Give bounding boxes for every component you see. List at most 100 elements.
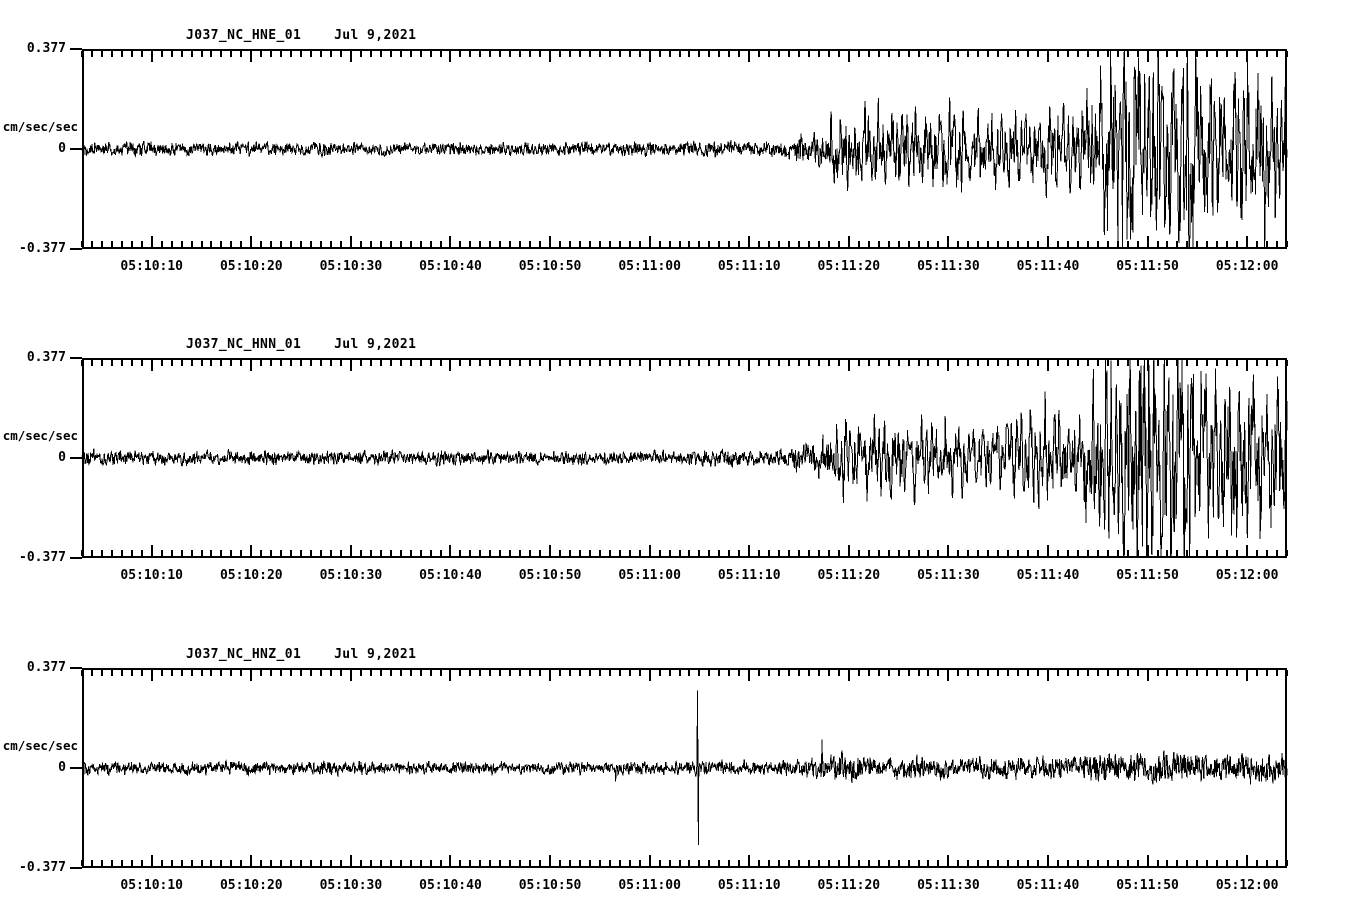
x-axis-minor-tick xyxy=(628,51,631,57)
x-axis-minor-tick xyxy=(778,670,781,676)
x-axis-minor-tick xyxy=(559,241,562,247)
x-axis-major-tick xyxy=(947,51,950,62)
y-axis-tick xyxy=(70,867,82,869)
x-axis-minor-tick xyxy=(1236,51,1239,57)
x-axis-minor-tick xyxy=(459,670,462,676)
x-axis-tick-label: 05:11:10 xyxy=(717,878,781,893)
x-axis-minor-tick xyxy=(1007,51,1010,57)
x-axis-minor-tick xyxy=(857,241,860,247)
x-axis-minor-tick xyxy=(917,860,920,866)
x-axis-minor-tick xyxy=(509,860,512,866)
x-axis-minor-tick xyxy=(1156,860,1159,866)
x-axis-minor-tick xyxy=(578,51,581,57)
x-axis-minor-tick xyxy=(320,360,322,366)
x-axis-minor-tick xyxy=(1266,241,1269,247)
x-axis-minor-tick xyxy=(1136,51,1139,57)
x-axis-minor-tick xyxy=(90,241,93,247)
x-axis-minor-tick xyxy=(170,360,173,366)
x-axis-minor-tick xyxy=(559,360,562,366)
x-axis-minor-tick xyxy=(290,860,293,866)
x-axis-minor-tick xyxy=(200,360,203,366)
x-axis-major-tick xyxy=(150,51,153,62)
x-axis-minor-tick xyxy=(479,51,482,57)
x-axis-minor-tick xyxy=(280,360,283,366)
x-axis-minor-tick xyxy=(419,860,422,866)
x-axis-minor-tick xyxy=(1116,550,1119,556)
x-axis-major-tick xyxy=(549,670,552,681)
x-axis-minor-tick xyxy=(220,360,223,366)
x-axis-minor-tick xyxy=(1216,670,1219,676)
x-axis-minor-tick xyxy=(1037,670,1040,676)
x-axis-minor-tick xyxy=(559,550,562,556)
x-axis-minor-tick xyxy=(578,670,581,676)
x-axis-major-tick xyxy=(648,670,651,681)
x-axis-minor-tick xyxy=(1126,860,1129,866)
x-axis-minor-tick xyxy=(409,241,412,247)
x-axis-minor-tick xyxy=(270,670,273,676)
y-axis-tick-label: 0 xyxy=(58,760,66,775)
x-axis-minor-tick xyxy=(778,550,781,556)
x-axis-major-tick xyxy=(947,545,950,556)
x-axis-major-tick xyxy=(349,51,352,62)
x-axis-minor-tick xyxy=(967,241,970,247)
x-axis-minor-tick xyxy=(359,360,362,366)
x-axis-minor-tick xyxy=(280,241,283,247)
x-axis-major-tick xyxy=(648,236,651,247)
x-axis-minor-tick xyxy=(210,550,213,556)
x-axis-major-tick xyxy=(449,360,452,371)
y-axis-tick-label: 0.377 xyxy=(26,41,66,56)
x-axis-minor-tick xyxy=(439,360,442,366)
x-axis-minor-tick xyxy=(638,860,641,866)
x-axis-minor-tick xyxy=(180,670,183,676)
x-axis-minor-tick xyxy=(339,860,342,866)
x-axis-minor-tick xyxy=(1256,51,1259,57)
x-axis-minor-tick xyxy=(469,360,472,366)
x-axis-minor-tick xyxy=(519,360,522,366)
x-axis-minor-tick xyxy=(230,360,233,366)
x-axis-minor-tick xyxy=(598,360,601,366)
x-axis-minor-tick xyxy=(917,360,920,366)
x-axis-minor-tick xyxy=(987,241,990,247)
x-axis-minor-tick xyxy=(877,241,880,247)
x-axis-minor-tick xyxy=(399,550,402,556)
x-axis-major-tick xyxy=(748,236,751,247)
x-axis-minor-tick xyxy=(887,860,890,866)
x-axis-minor-tick xyxy=(967,550,970,556)
panel-title: J037_NC_HNZ_01 Jul 9,2021 xyxy=(186,647,417,662)
x-axis-minor-tick xyxy=(90,360,93,366)
x-axis-minor-tick xyxy=(1056,860,1059,866)
x-axis-minor-tick xyxy=(1236,241,1239,247)
x-axis-minor-tick xyxy=(1266,860,1269,866)
x-axis-minor-tick xyxy=(788,360,791,366)
x-axis-minor-tick xyxy=(409,670,412,676)
x-axis-minor-tick xyxy=(110,670,113,676)
x-axis-minor-tick xyxy=(379,51,382,57)
y-axis-tick xyxy=(70,148,82,150)
x-axis-minor-tick xyxy=(320,670,322,676)
x-axis-major-tick xyxy=(847,545,850,556)
x-axis-minor-tick xyxy=(897,860,900,866)
x-axis-minor-tick xyxy=(230,860,233,866)
x-axis-major-tick xyxy=(947,360,950,371)
y-axis-tick xyxy=(70,557,82,559)
x-axis-minor-tick xyxy=(987,550,990,556)
x-axis-minor-tick xyxy=(698,550,701,556)
x-axis-minor-tick xyxy=(1226,51,1229,57)
x-axis-minor-tick xyxy=(1236,550,1239,556)
x-axis-minor-tick xyxy=(1086,51,1089,57)
x-axis-minor-tick xyxy=(369,51,372,57)
x-axis-minor-tick xyxy=(81,51,83,57)
x-axis-minor-tick xyxy=(788,241,791,247)
x-axis-minor-tick xyxy=(369,860,372,866)
x-axis-minor-tick xyxy=(220,550,223,556)
x-axis-minor-tick xyxy=(827,550,830,556)
x-axis-major-tick xyxy=(1246,360,1249,371)
x-axis-minor-tick xyxy=(1007,550,1010,556)
x-axis-minor-tick xyxy=(409,360,412,366)
x-axis-minor-tick xyxy=(100,360,103,366)
x-axis-minor-tick xyxy=(1176,241,1179,247)
x-axis-minor-tick xyxy=(678,360,681,366)
x-axis-minor-tick xyxy=(1156,360,1159,366)
x-axis-major-tick xyxy=(847,236,850,247)
